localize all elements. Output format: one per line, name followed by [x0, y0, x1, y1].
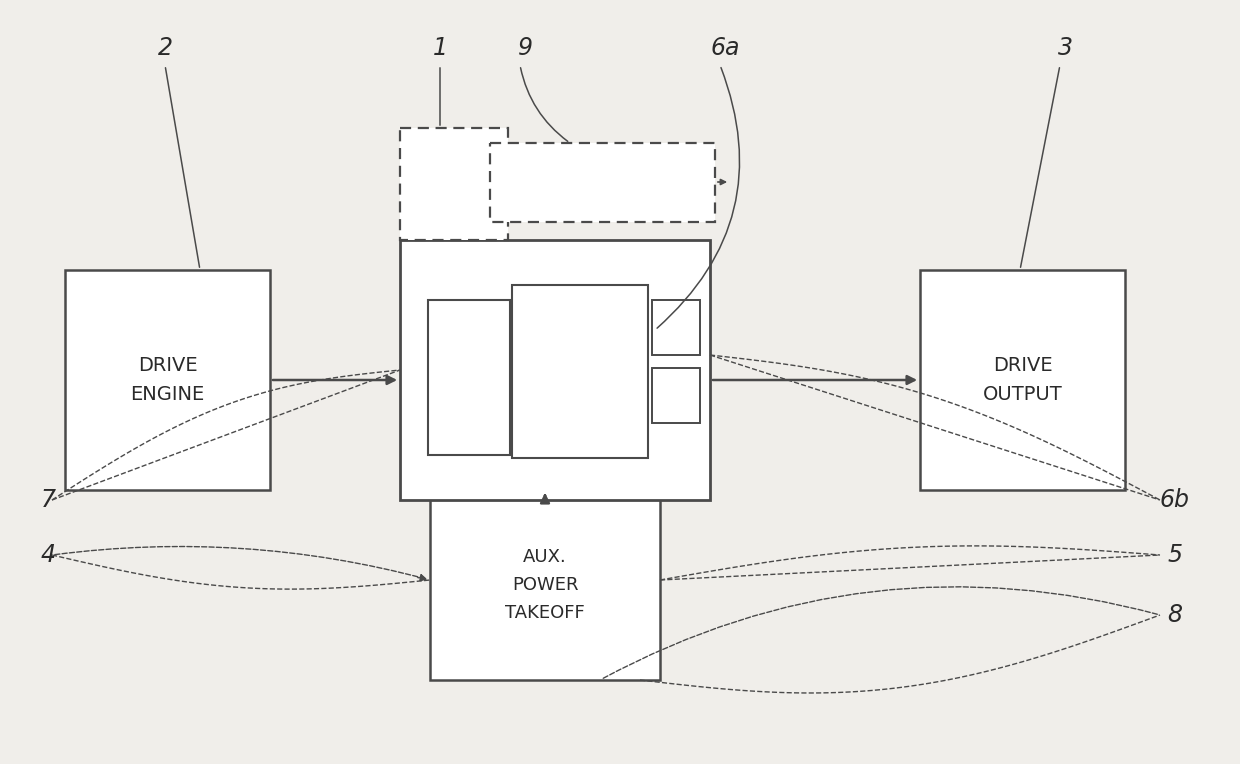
Bar — [430, 490, 660, 680]
Text: 7: 7 — [41, 488, 56, 512]
Bar — [428, 300, 510, 455]
Bar — [652, 368, 701, 423]
Bar — [652, 300, 701, 355]
Bar — [401, 128, 508, 240]
Bar — [401, 240, 711, 500]
Bar — [490, 143, 715, 222]
Text: 6b: 6b — [1159, 488, 1190, 512]
Text: 3: 3 — [1058, 36, 1073, 60]
Text: DRIVE
ENGINE: DRIVE ENGINE — [130, 356, 205, 404]
Bar — [64, 270, 270, 490]
Text: 4: 4 — [41, 543, 56, 567]
Text: 8: 8 — [1168, 603, 1183, 627]
Text: 6a: 6a — [711, 36, 740, 60]
Bar — [512, 285, 649, 458]
Text: AUX.
POWER
TAKEOFF: AUX. POWER TAKEOFF — [505, 549, 585, 622]
Text: 2: 2 — [157, 36, 172, 60]
Bar — [920, 270, 1125, 490]
Text: DRIVE
OUTPUT: DRIVE OUTPUT — [982, 356, 1063, 404]
Text: 5: 5 — [1168, 543, 1183, 567]
Text: 1: 1 — [433, 36, 448, 60]
Text: 9: 9 — [517, 36, 532, 60]
